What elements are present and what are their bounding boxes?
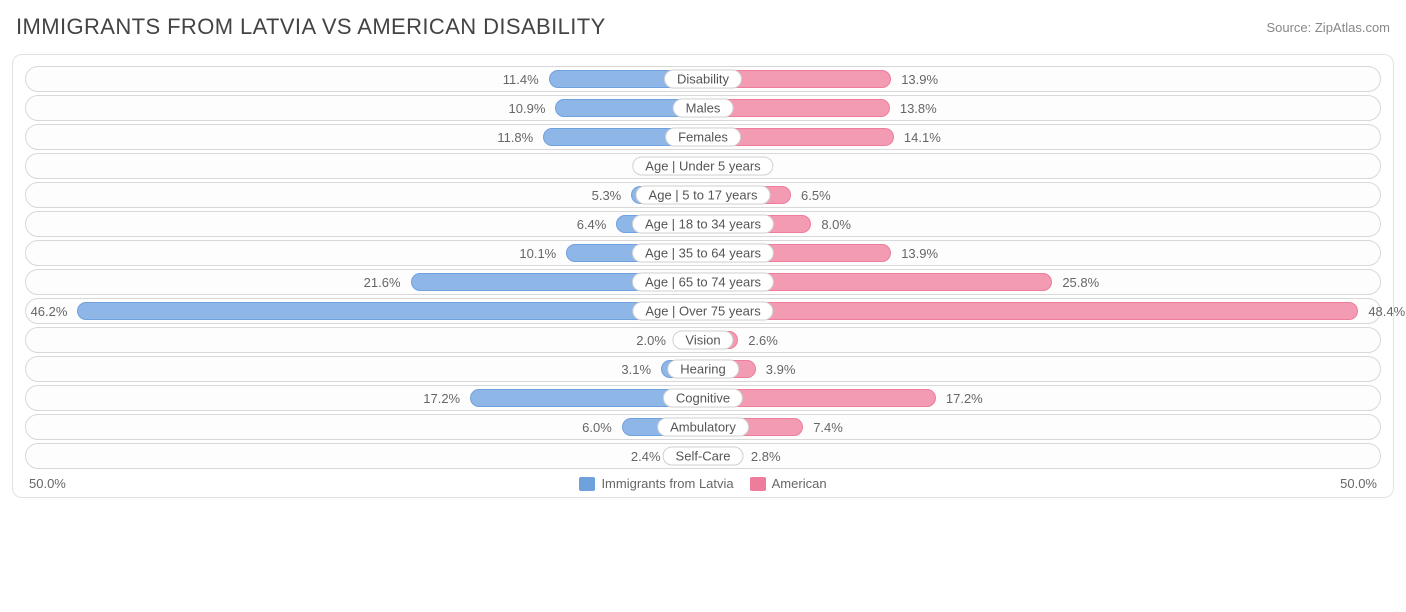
- value-left: 6.0%: [582, 415, 618, 439]
- value-right: 13.9%: [895, 67, 938, 91]
- value-right: 2.6%: [742, 328, 778, 352]
- category-label: Males: [673, 99, 734, 118]
- bar-right: [703, 302, 1358, 320]
- legend-swatch-left: [579, 477, 595, 491]
- category-label: Vision: [672, 331, 733, 350]
- category-label: Cognitive: [663, 389, 743, 408]
- header: IMMIGRANTS FROM LATVIA VS AMERICAN DISAB…: [12, 8, 1394, 54]
- chart-title: IMMIGRANTS FROM LATVIA VS AMERICAN DISAB…: [16, 14, 606, 40]
- value-right: 3.9%: [760, 357, 796, 381]
- value-right: 6.5%: [795, 183, 831, 207]
- value-left: 21.6%: [364, 270, 407, 294]
- legend-swatch-right: [750, 477, 766, 491]
- value-right: 8.0%: [815, 212, 851, 236]
- axis-right-max: 50.0%: [1340, 476, 1377, 491]
- category-label: Hearing: [667, 360, 739, 379]
- bar-row: 2.4% 2.8%Self-Care: [25, 443, 1381, 469]
- value-left: 5.3%: [592, 183, 628, 207]
- bar-rows: 11.4% 13.9% Disability 10.9% 13.8% Males 11.8%…: [23, 66, 1383, 469]
- legend-label-left: Immigrants from Latvia: [601, 476, 733, 491]
- category-label: Age | 18 to 34 years: [632, 215, 774, 234]
- value-right: 48.4%: [1362, 299, 1405, 323]
- category-label: Age | Over 75 years: [632, 302, 773, 321]
- value-left: 6.4%: [577, 212, 613, 236]
- category-label: Disability: [664, 70, 742, 89]
- bar-left: [77, 302, 703, 320]
- category-label: Self-Care: [663, 447, 744, 466]
- value-right: 13.8%: [894, 96, 937, 120]
- value-right: 17.2%: [940, 386, 983, 410]
- bar-row: 2.0% 2.6% Vision: [25, 327, 1381, 353]
- category-label: Age | 35 to 64 years: [632, 244, 774, 263]
- legend: Immigrants from Latvia American: [579, 476, 826, 491]
- value-right: 7.4%: [807, 415, 843, 439]
- bar-row: 1.2%1.9%Age | Under 5 years: [25, 153, 1381, 179]
- axis-left-max: 50.0%: [29, 476, 66, 491]
- value-right: 14.1%: [898, 125, 941, 149]
- value-left: 10.1%: [519, 241, 562, 265]
- value-left: 17.2%: [423, 386, 466, 410]
- bar-row: 11.4% 13.9% Disability: [25, 66, 1381, 92]
- chart-area: 11.4% 13.9% Disability 10.9% 13.8% Males 11.8%…: [12, 54, 1394, 498]
- category-label: Age | 5 to 17 years: [636, 186, 771, 205]
- value-right: 13.9%: [895, 241, 938, 265]
- legend-item-right: American: [750, 476, 827, 491]
- value-left: 10.9%: [509, 96, 552, 120]
- chart-container: IMMIGRANTS FROM LATVIA VS AMERICAN DISAB…: [0, 0, 1406, 502]
- category-label: Age | Under 5 years: [632, 157, 773, 176]
- legend-label-right: American: [772, 476, 827, 491]
- value-left: 2.4%: [631, 444, 667, 468]
- bar-row: 11.8% 14.1% Females: [25, 124, 1381, 150]
- bar-row: 10.1% 13.9% Age | 35 to 64 years: [25, 240, 1381, 266]
- legend-item-left: Immigrants from Latvia: [579, 476, 733, 491]
- value-right: 2.8%: [745, 444, 781, 468]
- bar-row: 6.4% 8.0% Age | 18 to 34 years: [25, 211, 1381, 237]
- value-left: 2.0%: [636, 328, 672, 352]
- value-left: 11.8%: [497, 125, 539, 149]
- category-label: Females: [665, 128, 741, 147]
- bar-row: 6.0% 7.4% Ambulatory: [25, 414, 1381, 440]
- category-label: Age | 65 to 74 years: [632, 273, 774, 292]
- bar-row: 46.2%48.4%Age | Over 75 years: [25, 298, 1381, 324]
- axis-row: 50.0% Immigrants from Latvia American 50…: [23, 472, 1383, 491]
- value-left: 46.2%: [31, 299, 74, 323]
- bar-row: 17.2% 17.2% Cognitive: [25, 385, 1381, 411]
- value-left: 3.1%: [621, 357, 657, 381]
- bar-row: 5.3% 6.5% Age | 5 to 17 years: [25, 182, 1381, 208]
- value-left: 11.4%: [503, 67, 545, 91]
- source-attribution: Source: ZipAtlas.com: [1266, 20, 1390, 35]
- bar-row: 3.1% 3.9% Hearing: [25, 356, 1381, 382]
- bar-row: 21.6% 25.8% Age | 65 to 74 years: [25, 269, 1381, 295]
- category-label: Ambulatory: [657, 418, 749, 437]
- value-right: 25.8%: [1056, 270, 1099, 294]
- bar-row: 10.9% 13.8% Males: [25, 95, 1381, 121]
